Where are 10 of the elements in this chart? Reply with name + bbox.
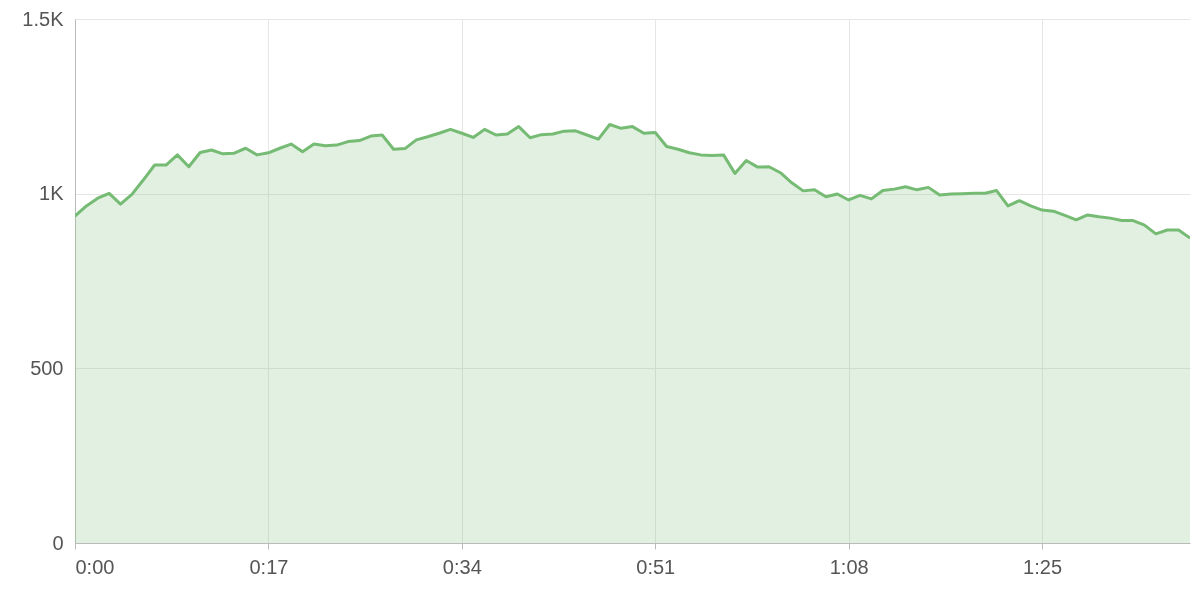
- x-tick-label: 0:51: [636, 555, 676, 578]
- y-tick-label: 0: [52, 531, 64, 554]
- y-tick-label: 500: [30, 356, 64, 379]
- x-tick-label: 1:08: [829, 555, 869, 578]
- y-tick-label: 1K: [39, 182, 65, 205]
- y-tick-label: 1.5K: [22, 7, 65, 30]
- x-tick-label: 1:25: [1023, 555, 1063, 578]
- x-tick-label: 0:17: [249, 555, 289, 578]
- x-tick-label: 0:00: [75, 555, 115, 578]
- x-tick-label: 0:34: [442, 555, 482, 578]
